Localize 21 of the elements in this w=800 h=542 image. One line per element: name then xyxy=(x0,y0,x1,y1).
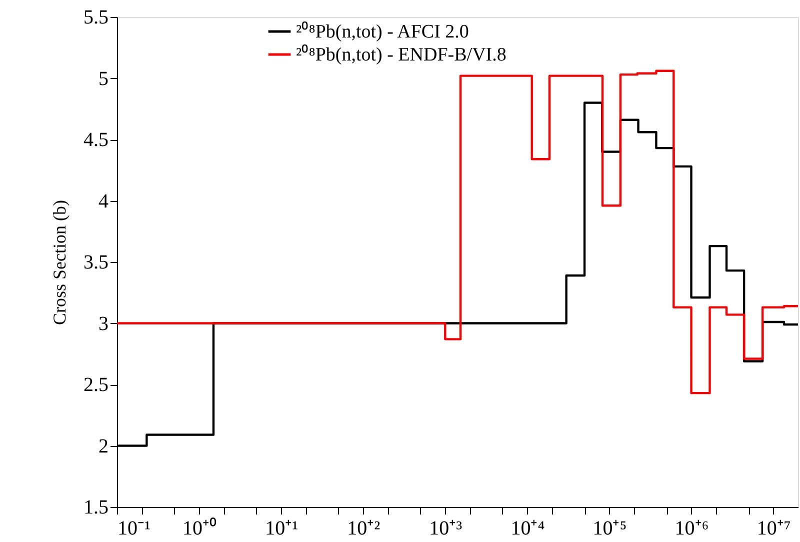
x-tick-label: 10⁺⁷ xyxy=(756,518,791,540)
x-tick-label: 10⁺³ xyxy=(429,518,462,540)
x-tick-label: 10⁺¹ xyxy=(265,518,298,540)
x-tick-label: 10⁻¹ xyxy=(118,518,150,540)
x-tick-label: 10⁺⁴ xyxy=(510,518,545,540)
x-tick-label: 10⁺⁵ xyxy=(592,518,627,540)
y-tick-label: 5.5 xyxy=(84,6,108,28)
y-tick-label: 3 xyxy=(98,312,108,335)
x-tick-label: 10⁺² xyxy=(347,518,380,540)
y-axis-title: Cross Section (b) xyxy=(50,200,70,325)
y-tick-label: 2.5 xyxy=(84,374,108,396)
legend-label: ²⁰⁸Pb(n,tot) - ENDF-B/VI.8 xyxy=(296,44,506,66)
y-tick-label: 5 xyxy=(98,68,108,90)
y-tick-label: 4.5 xyxy=(84,129,108,151)
legend-label: ²⁰⁸Pb(n,tot) - AFCI 2.0 xyxy=(296,20,469,42)
y-tick-label: 2 xyxy=(98,435,108,458)
y-tick-label: 3.5 xyxy=(84,252,108,274)
x-tick-label: 10⁺⁶ xyxy=(674,518,709,540)
y-tick-label: 4 xyxy=(98,190,108,212)
x-tick-label: 10⁺⁰ xyxy=(182,516,217,540)
y-tick-label: 1.5 xyxy=(84,496,108,518)
